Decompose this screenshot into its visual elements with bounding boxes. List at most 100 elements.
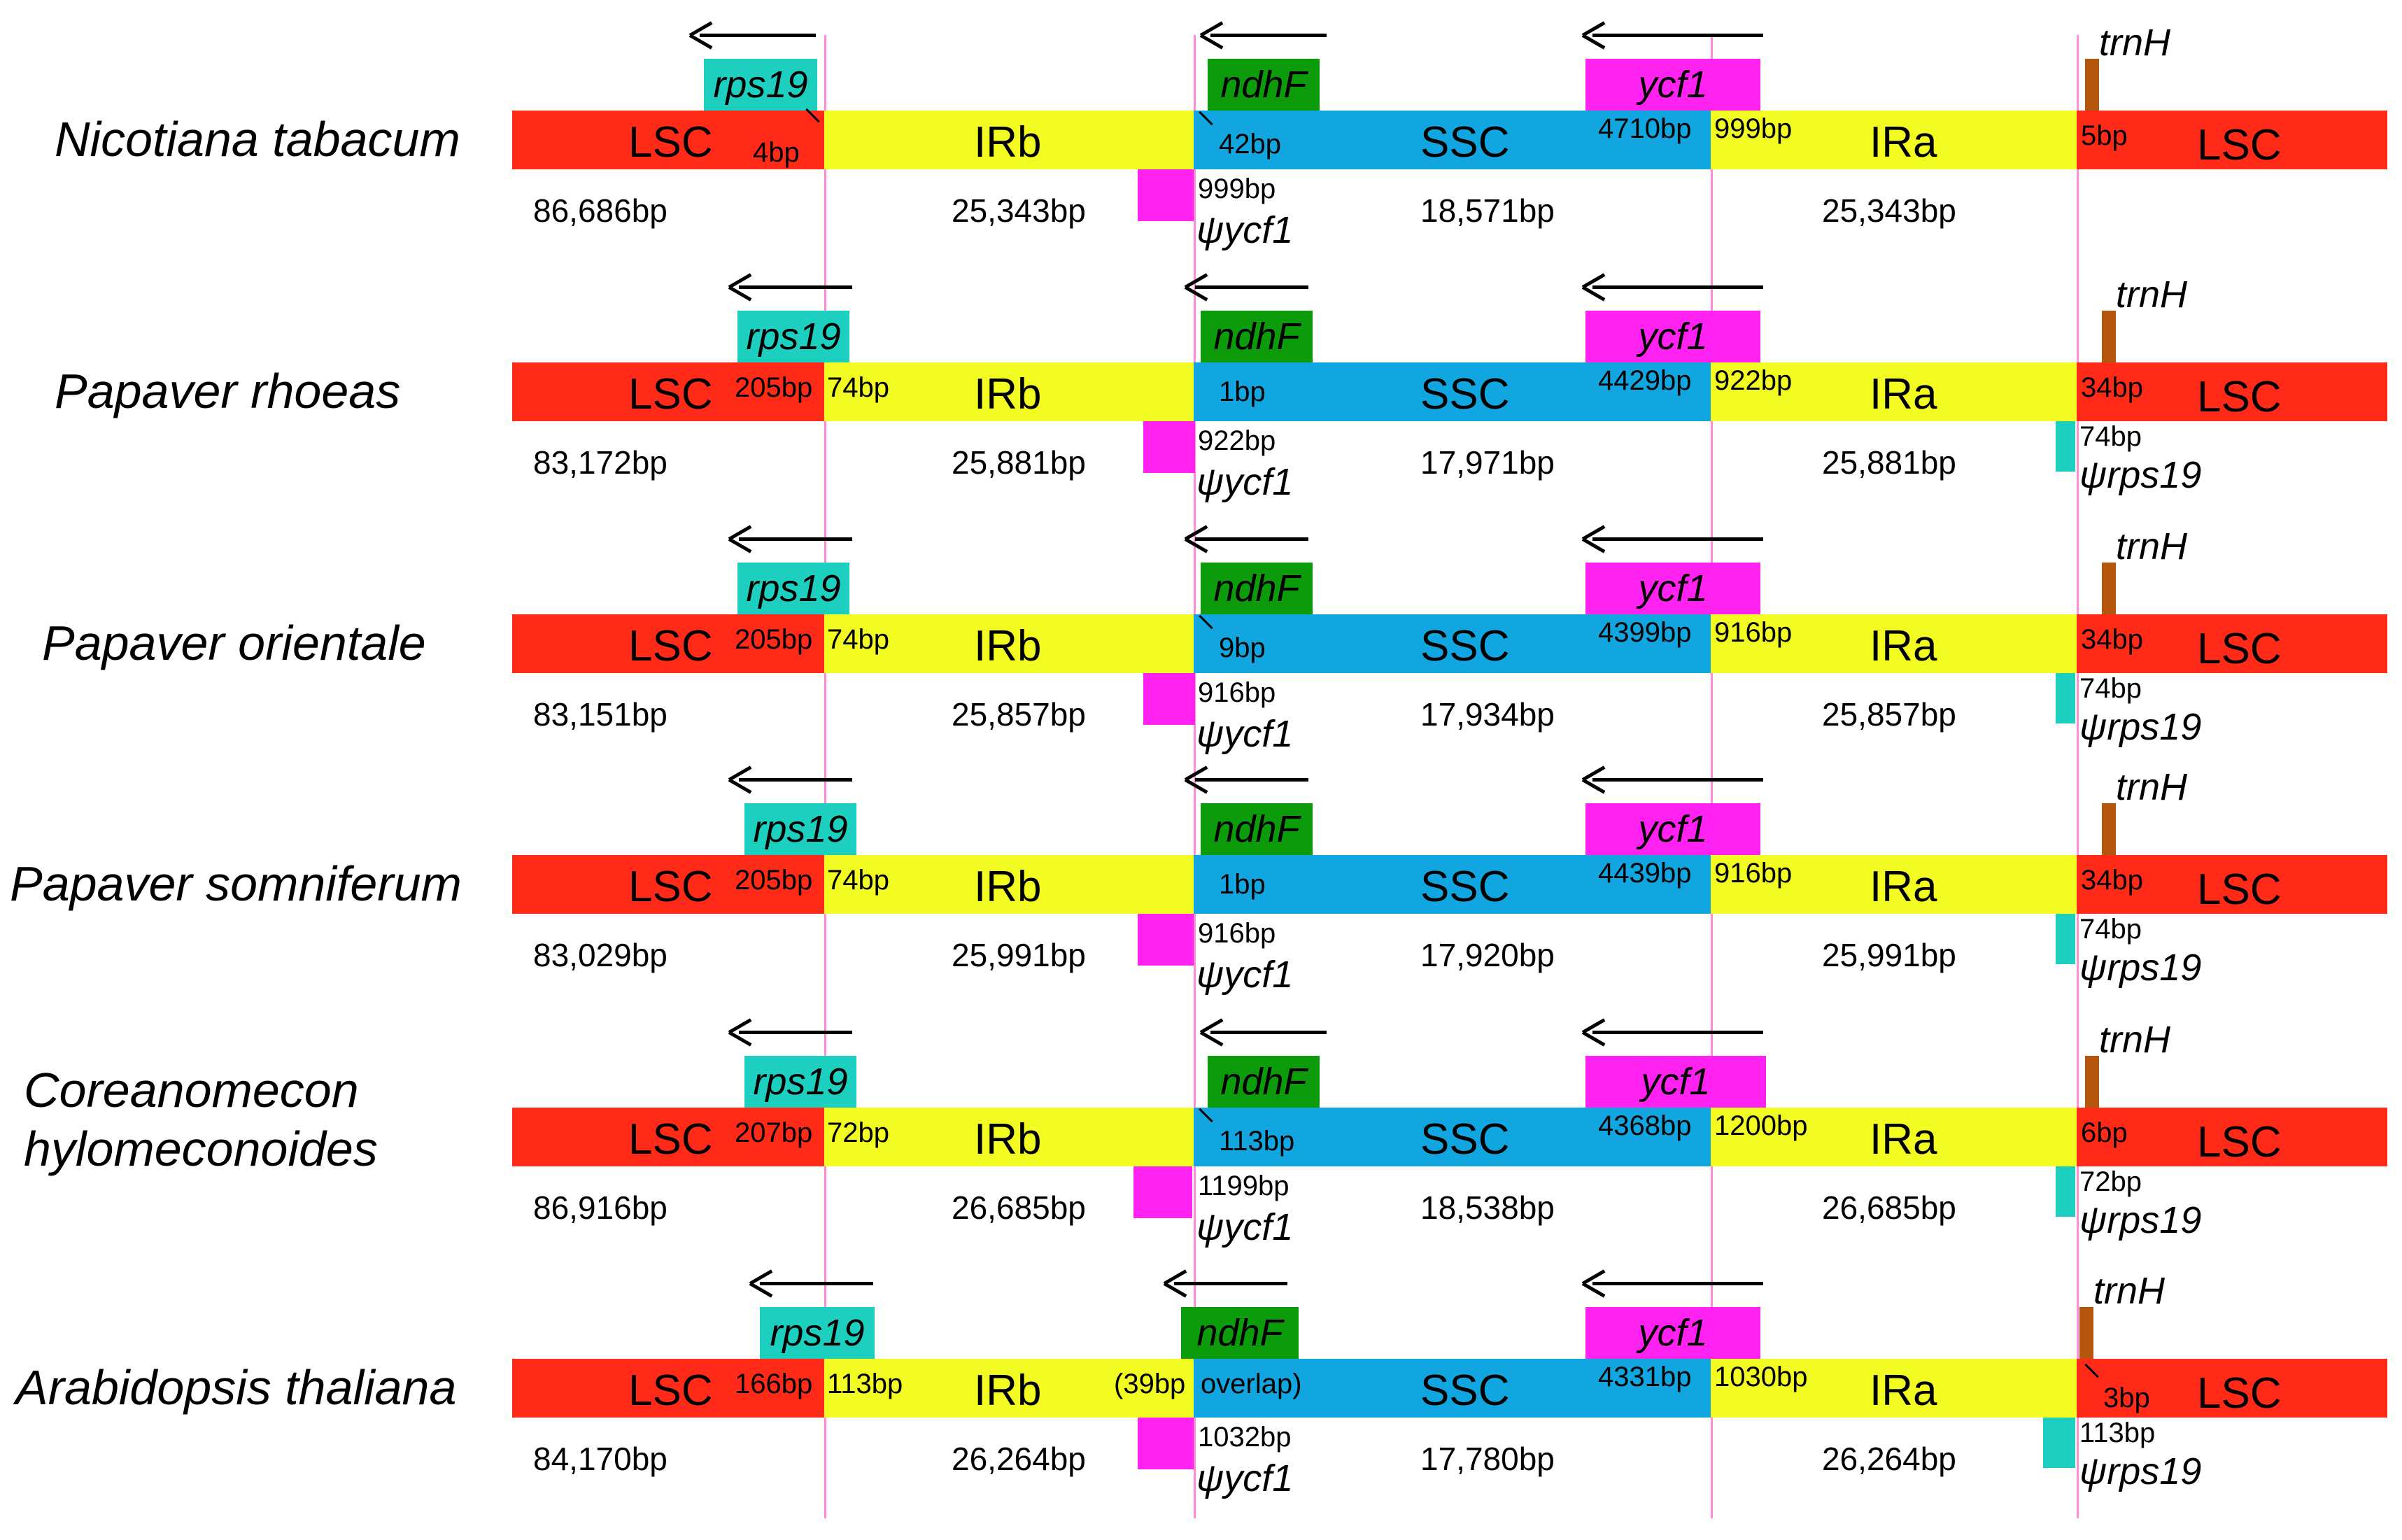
region-ssc (1194, 614, 1711, 673)
region-label-lsc: LSC (628, 370, 713, 418)
region-lsc-right (2077, 362, 2387, 421)
region-label-lsc: LSC (2197, 121, 2282, 169)
region-ssc (1194, 362, 1711, 421)
region-ira (1711, 111, 2077, 169)
irb-length: 25,991bp (952, 937, 1086, 973)
ssc-ira-right-bp: 1200bp (1714, 1110, 1808, 1141)
psi-rps19-gene-box (2056, 421, 2075, 472)
irb-ssc-bp: 9bp (1219, 633, 1266, 663)
psi-ycf1-gene-box (1143, 673, 1195, 725)
junction-line-ira-lsc (2077, 35, 2079, 1518)
left-arrow-icon (1581, 1018, 1763, 1047)
species-name: Coreanomecon (24, 1063, 359, 1117)
psi-rps19-gene-box (2056, 1166, 2075, 1217)
psi-rps19-gene-box (2056, 673, 2075, 723)
region-label-irb: IRb (974, 1115, 1042, 1164)
trnH-gene-box (2085, 1056, 2099, 1108)
region-irb (824, 362, 1194, 421)
psi-rps19-label: ψrps19 (2079, 454, 2202, 496)
ssc-length: 17,780bp (1420, 1441, 1555, 1477)
irb-length: 25,343bp (952, 192, 1086, 229)
ira-length: 25,857bp (1822, 696, 1956, 733)
psi-rps19-bp: 72bp (2079, 1166, 2142, 1197)
region-label-lsc: LSC (628, 1366, 713, 1415)
psi-ycf1-bp: 916bp (1198, 677, 1276, 708)
ssc-ira-left-bp: 4429bp (1598, 365, 1692, 396)
species-name: Papaver somniferum (10, 856, 462, 911)
ira-length: 25,881bp (1822, 444, 1956, 481)
region-lsc-right (2077, 855, 2387, 914)
irb-ssc-bp: 1bp (1219, 869, 1266, 900)
rps19-gene-box: rps19 (744, 803, 856, 855)
rps19-gene-box: rps19 (737, 311, 849, 362)
region-label-ssc: SSC (1420, 1366, 1510, 1415)
region-lsc-left (512, 1359, 824, 1418)
region-label-lsc: LSC (2197, 1118, 2282, 1166)
arrow-shaft (1592, 778, 1763, 782)
region-ssc (1194, 1359, 1711, 1418)
arrow-shaft (739, 1031, 852, 1034)
trnH-label: trnH (2116, 274, 2188, 316)
ira-lsc-bp: 34bp (2081, 865, 2143, 896)
region-label-lsc: LSC (628, 622, 713, 670)
left-arrow-icon (749, 1269, 873, 1298)
ndhF-gene-box: ndhF (1201, 311, 1313, 362)
region-label-ira: IRa (1870, 118, 1937, 167)
region-label-lsc: LSC (2197, 373, 2282, 421)
lsc-irb-right-bp: 113bp (827, 1369, 903, 1399)
region-label-lsc: LSC (2197, 625, 2282, 673)
arrow-shaft (739, 285, 852, 289)
trnH-gene-box (2079, 1307, 2093, 1359)
ira-length: 26,264bp (1822, 1441, 1956, 1477)
lsc-irb-left-bp: 205bp (735, 372, 813, 403)
arrow-shaft (1592, 1031, 1763, 1034)
region-label-lsc: LSC (2197, 866, 2282, 914)
arrow-shaft (1592, 34, 1763, 37)
region-label-ira: IRa (1870, 1115, 1937, 1164)
region-lsc-right (2077, 1359, 2387, 1418)
ndhF-gene-box: ndhF (1201, 563, 1313, 614)
psi-rps19-label: ψrps19 (2079, 1450, 2202, 1492)
region-ira (1711, 855, 2077, 914)
region-irb (824, 855, 1194, 914)
region-label-lsc: LSC (628, 1115, 713, 1164)
arrow-shaft (1210, 34, 1327, 37)
arrow-shaft (1592, 537, 1763, 541)
ssc-ira-left-bp: 4331bp (1598, 1362, 1692, 1392)
irb-ssc-left-bp: (39bp (1114, 1369, 1186, 1399)
region-ira (1711, 1359, 2077, 1418)
ndhF-gene-box: ndhF (1208, 1056, 1320, 1108)
psi-rps19-gene-box (2056, 914, 2075, 964)
region-label-ira: IRa (1870, 1366, 1937, 1415)
psi-ycf1-label: ψycf1 (1196, 954, 1294, 996)
region-lsc-left (512, 614, 824, 673)
psi-ycf1-label: ψycf1 (1196, 1457, 1294, 1499)
region-label-irb: IRb (974, 118, 1042, 167)
left-arrow-icon (728, 525, 852, 553)
region-label-irb: IRb (974, 370, 1042, 418)
psi-ycf1-gene-box (1133, 1166, 1192, 1218)
psi-rps19-label: ψrps19 (2079, 947, 2202, 989)
lsc-length: 83,172bp (533, 444, 667, 481)
left-arrow-icon (1184, 273, 1308, 302)
ira-lsc-bp: 34bp (2081, 624, 2143, 655)
psi-ycf1-gene-box (1138, 169, 1194, 221)
trnH-label: trnH (2116, 525, 2188, 567)
region-irb (824, 111, 1194, 169)
arrow-shaft (739, 537, 852, 541)
region-lsc-left (512, 855, 824, 914)
rps19-gene-box: rps19 (704, 59, 817, 111)
ssc-ira-left-bp: 4368bp (1598, 1110, 1692, 1141)
ssc-ira-left-bp: 4439bp (1598, 858, 1692, 889)
psi-rps19-gene-box (2043, 1418, 2075, 1468)
region-label-lsc: LSC (628, 118, 713, 167)
psi-rps19-bp: 74bp (2079, 673, 2142, 704)
junction-line-irb-ssc (1194, 35, 1196, 1518)
region-label-ssc: SSC (1420, 118, 1510, 167)
left-arrow-icon (728, 765, 852, 794)
ssc-length: 18,571bp (1420, 192, 1555, 229)
region-ira (1711, 1108, 2077, 1166)
left-arrow-icon (1199, 1018, 1327, 1047)
region-ssc (1194, 111, 1711, 169)
psi-ycf1-bp: 999bp (1198, 174, 1276, 204)
